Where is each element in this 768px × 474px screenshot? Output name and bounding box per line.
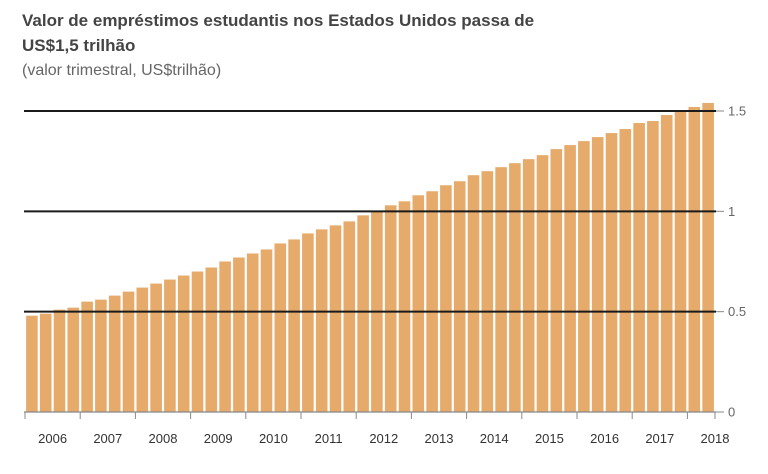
bar <box>467 175 480 412</box>
bar <box>522 159 535 412</box>
bar <box>440 185 452 412</box>
bar <box>67 307 80 412</box>
bar <box>219 261 231 412</box>
x-tick-label: 2008 <box>149 431 178 446</box>
bar <box>564 145 576 413</box>
bar <box>343 221 356 412</box>
y-tick-label: 0.5 <box>728 304 746 319</box>
bar <box>274 243 287 412</box>
bar <box>591 137 604 412</box>
bar <box>605 133 618 412</box>
bar <box>150 283 162 412</box>
bar <box>633 123 645 412</box>
bar <box>536 155 549 412</box>
bar <box>53 309 66 412</box>
bar <box>191 271 204 412</box>
bar <box>177 275 190 412</box>
x-tick-label: 2018 <box>701 431 730 446</box>
bar <box>384 205 397 412</box>
bar <box>619 129 632 412</box>
bar <box>205 267 218 412</box>
bar <box>412 195 425 412</box>
bar <box>136 287 149 412</box>
bar <box>164 279 176 412</box>
chart-title: Valor de empréstimos estudantis nos Esta… <box>22 11 535 55</box>
bar <box>509 163 521 412</box>
chart-subtitle: (valor trimestral, US$trilhão) <box>22 62 222 79</box>
x-tick-label: 2017 <box>645 431 674 446</box>
x-tick-label: 2013 <box>425 431 454 446</box>
bar <box>702 102 714 412</box>
bar <box>357 215 369 412</box>
y-tick-labels-group: 0 0.5 1 1.5 <box>728 104 746 420</box>
bar <box>674 111 687 412</box>
bar <box>398 201 411 412</box>
x-tick-label: 2016 <box>590 431 619 446</box>
x-tick-label: 2007 <box>93 431 122 446</box>
x-tick-label: 2014 <box>480 431 509 446</box>
x-tick-label: 2011 <box>315 431 343 446</box>
x-tick-label: 2010 <box>259 431 288 446</box>
bar <box>688 106 701 413</box>
bar <box>550 149 563 412</box>
bar <box>26 315 38 412</box>
bar <box>260 249 273 412</box>
y-tick-label: 0 <box>728 405 735 420</box>
bar <box>122 291 135 412</box>
x-tick-label: 2009 <box>204 431 233 446</box>
gridlines-group <box>24 110 724 413</box>
bar <box>578 141 590 412</box>
x-tick-label: 2006 <box>38 431 67 446</box>
bar <box>108 295 121 412</box>
bar <box>81 301 93 412</box>
x-tick-labels-group: 2006 2007 2008 2009 2010 2011 2012 2013 2014 2015… <box>24 412 730 446</box>
bar <box>495 167 507 412</box>
y-tick-label: 1.5 <box>728 104 746 119</box>
bar <box>246 253 259 412</box>
bar <box>39 313 52 412</box>
bar <box>315 229 328 412</box>
bar <box>660 115 673 412</box>
bar <box>329 225 342 412</box>
bar <box>426 191 438 412</box>
bar <box>453 181 466 412</box>
y-tick-label: 1 <box>728 204 735 219</box>
bar <box>481 171 494 412</box>
bars-group <box>26 102 714 413</box>
bar <box>288 239 300 412</box>
bar <box>233 257 245 412</box>
x-tick-label: 2012 <box>369 431 398 446</box>
bar <box>302 233 314 412</box>
bar <box>95 299 107 412</box>
bar <box>647 121 659 412</box>
x-tick-label: 2015 <box>535 431 564 446</box>
